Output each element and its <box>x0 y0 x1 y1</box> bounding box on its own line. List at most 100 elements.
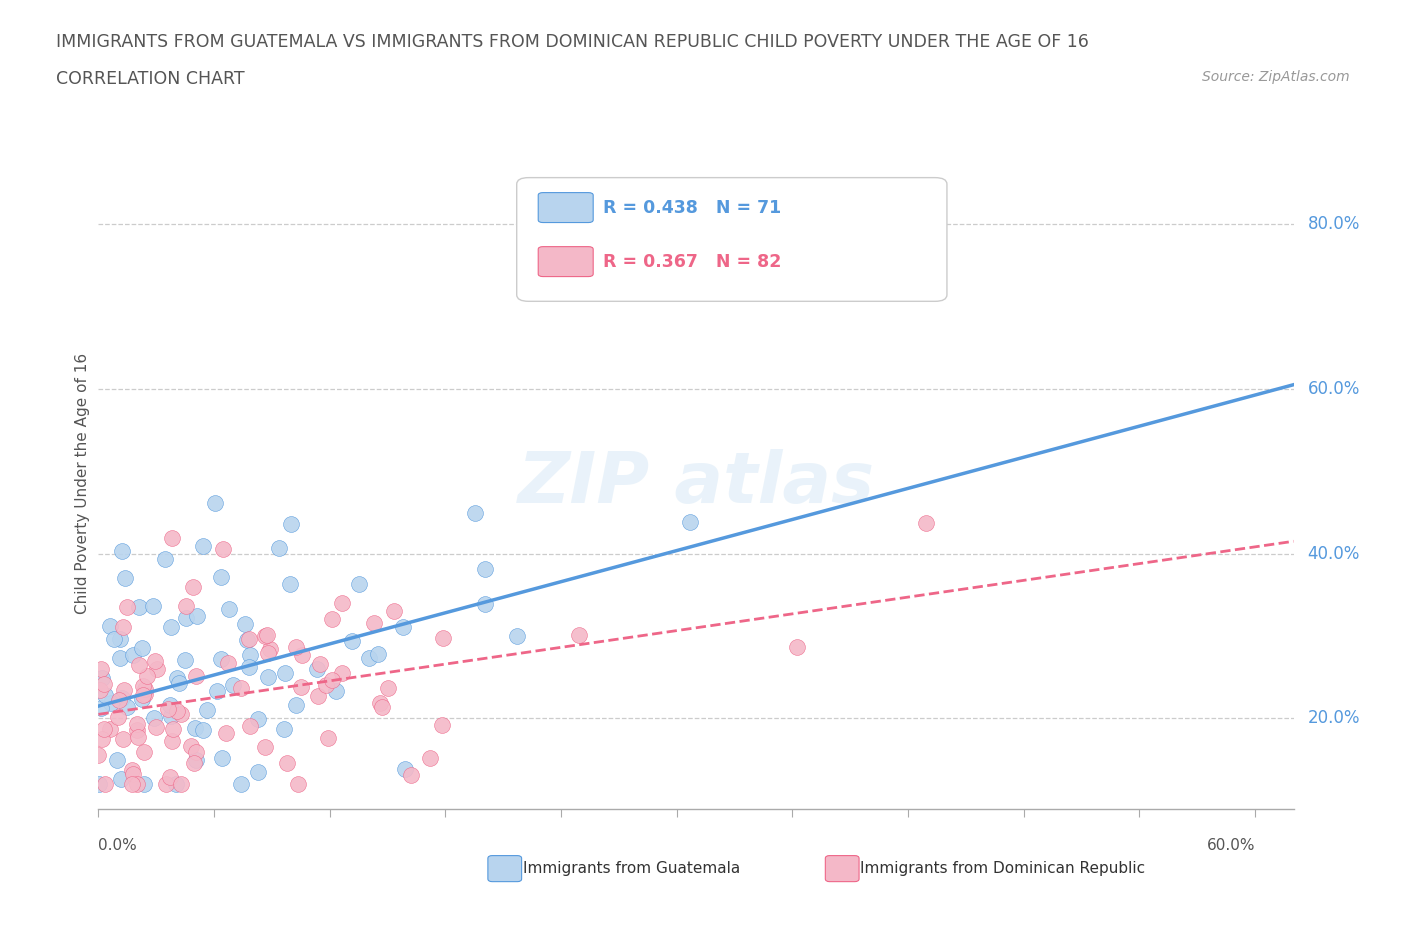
Point <box>215 725 238 740</box>
Text: R = 0.438   N = 71: R = 0.438 N = 71 <box>603 199 780 217</box>
Point <box>290 680 312 695</box>
Point <box>170 707 193 722</box>
Point <box>474 596 496 611</box>
Point <box>162 722 184 737</box>
Point <box>112 683 135 698</box>
Point <box>474 562 496 577</box>
Point <box>87 748 110 763</box>
Point <box>321 611 343 626</box>
Point <box>256 670 278 684</box>
Point <box>184 753 207 768</box>
Point <box>159 770 181 785</box>
Point <box>132 745 155 760</box>
Point <box>132 777 155 791</box>
Point <box>305 662 328 677</box>
Point <box>166 703 188 718</box>
Point <box>155 551 177 566</box>
Point <box>98 619 121 634</box>
Point <box>332 666 354 681</box>
Point <box>108 692 131 707</box>
Point <box>384 604 406 618</box>
Point <box>193 538 215 553</box>
Point <box>257 645 280 660</box>
Point <box>174 610 197 625</box>
Point <box>568 628 591 643</box>
Point <box>127 723 149 737</box>
Point <box>307 688 329 703</box>
Point <box>122 647 145 662</box>
Point <box>318 730 340 745</box>
Point <box>165 777 187 791</box>
Point <box>370 699 392 714</box>
Point <box>98 722 121 737</box>
Point <box>204 495 226 510</box>
Point <box>180 738 202 753</box>
Point <box>211 751 233 765</box>
Point <box>315 678 337 693</box>
Point <box>90 661 112 676</box>
Point <box>256 628 278 643</box>
Point <box>238 631 260 646</box>
Point <box>914 515 936 530</box>
Point <box>246 711 269 726</box>
Point <box>131 687 153 702</box>
Point <box>377 681 399 696</box>
Point <box>280 516 302 531</box>
Point <box>325 684 347 698</box>
Point <box>284 640 307 655</box>
Point <box>127 777 149 791</box>
Point <box>127 716 149 731</box>
Point <box>111 543 134 558</box>
Point <box>399 767 422 782</box>
Point <box>115 600 138 615</box>
Point <box>184 721 207 736</box>
Point <box>347 576 370 591</box>
Point <box>108 631 131 646</box>
Point <box>94 777 117 791</box>
Point <box>432 631 454 645</box>
Point <box>181 579 204 594</box>
Point <box>160 531 183 546</box>
Point <box>222 677 245 692</box>
Point <box>108 650 131 665</box>
Point <box>184 669 207 684</box>
Point <box>145 661 167 676</box>
Text: Source: ZipAtlas.com: Source: ZipAtlas.com <box>1202 70 1350 84</box>
Point <box>105 753 128 768</box>
Point <box>90 701 112 716</box>
Point <box>155 777 177 791</box>
Point <box>284 698 307 712</box>
Point <box>392 619 415 634</box>
Y-axis label: Child Poverty Under the Age of 16: Child Poverty Under the Age of 16 <box>75 353 90 614</box>
Point <box>231 777 253 791</box>
Point <box>217 656 239 671</box>
Point <box>115 699 138 714</box>
Point <box>160 734 183 749</box>
Point <box>134 686 156 701</box>
Point <box>280 577 302 591</box>
Point <box>195 702 218 717</box>
Point <box>330 596 353 611</box>
Point <box>276 756 298 771</box>
Point <box>112 732 135 747</box>
Text: 40.0%: 40.0% <box>1308 545 1360 563</box>
Text: 20.0%: 20.0% <box>1308 710 1360 727</box>
Point <box>679 514 702 529</box>
Point <box>142 598 165 613</box>
Point <box>169 777 191 791</box>
Point <box>160 709 183 724</box>
Point <box>506 629 529 644</box>
Point <box>432 718 454 733</box>
Point <box>340 634 363 649</box>
Point <box>239 647 262 662</box>
Point <box>128 658 150 672</box>
Point <box>89 683 111 698</box>
Point <box>93 687 115 702</box>
Point <box>247 764 270 779</box>
Point <box>107 710 129 724</box>
Text: Immigrants from Guatemala: Immigrants from Guatemala <box>523 861 741 876</box>
Point <box>89 777 111 791</box>
Text: IMMIGRANTS FROM GUATEMALA VS IMMIGRANTS FROM DOMINICAN REPUBLIC CHILD POVERTY UN: IMMIGRANTS FROM GUATEMALA VS IMMIGRANTS … <box>56 33 1090 50</box>
Text: 60.0%: 60.0% <box>1308 379 1360 398</box>
Point <box>167 675 190 690</box>
